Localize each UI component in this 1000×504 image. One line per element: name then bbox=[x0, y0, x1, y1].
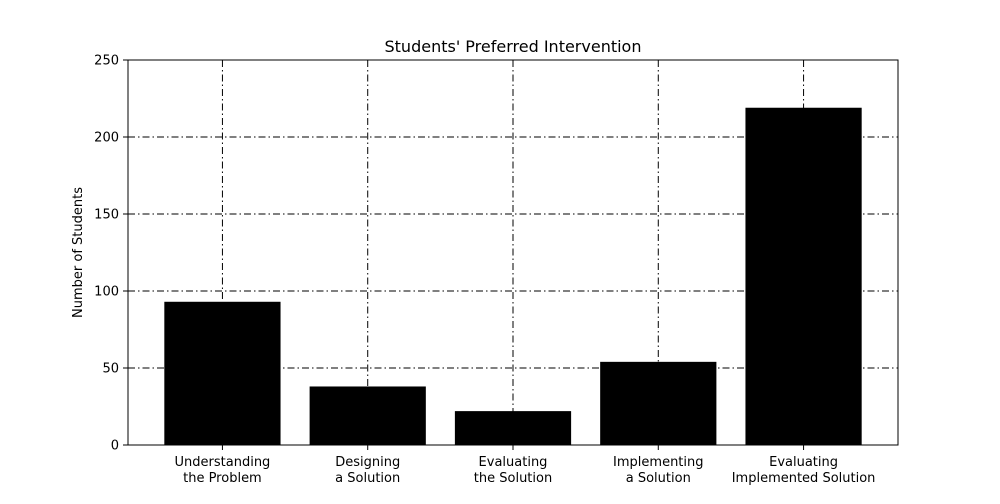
y-tick-label: 0 bbox=[111, 439, 119, 454]
x-tick-label: Evaluating Implemented Solution bbox=[732, 455, 876, 486]
y-axis-label: Number of Students bbox=[71, 187, 86, 318]
x-tick-label-line: Evaluating bbox=[769, 455, 838, 470]
y-tick-label: 250 bbox=[94, 54, 119, 69]
bar bbox=[745, 107, 862, 446]
bars bbox=[164, 107, 862, 446]
x-tick-label-line: a Solution bbox=[335, 471, 400, 486]
bar bbox=[309, 386, 426, 445]
bar bbox=[454, 411, 572, 445]
bar bbox=[600, 361, 717, 445]
x-tick-label-line: Implementing bbox=[613, 455, 703, 470]
x-tick-label-line: Understanding bbox=[175, 455, 271, 470]
y-tick-label: 100 bbox=[94, 285, 119, 300]
x-tick-label-line: Evaluating bbox=[479, 455, 548, 470]
x-tick-label-line: Implemented Solution bbox=[732, 471, 876, 486]
x-tick-label-line: a Solution bbox=[626, 471, 691, 486]
x-tick-label: Implementing a Solution bbox=[613, 455, 703, 486]
x-tick-label-line: Designing bbox=[335, 455, 400, 470]
y-tick-label: 150 bbox=[94, 208, 119, 223]
x-tick-label: Understanding the Problem bbox=[175, 455, 271, 486]
x-tick-label-line: the Problem bbox=[183, 471, 262, 486]
x-tick-label: Designing a Solution bbox=[335, 455, 400, 486]
x-tick-label-line: the Solution bbox=[474, 471, 552, 486]
bar bbox=[164, 301, 281, 445]
x-tick-label: Evaluating the Solution bbox=[474, 455, 552, 486]
y-tick-label: 200 bbox=[94, 131, 119, 146]
chart-title: Students' Preferred Intervention bbox=[385, 37, 642, 56]
axis-ticks: 0 50 100 150 200 250 Understanding the Problem D… bbox=[94, 54, 875, 487]
y-tick-label: 50 bbox=[102, 362, 119, 377]
